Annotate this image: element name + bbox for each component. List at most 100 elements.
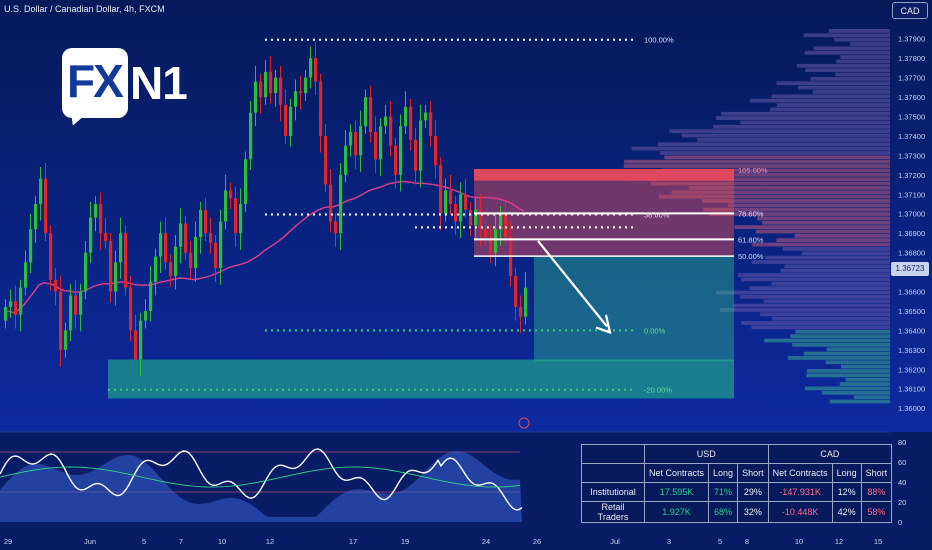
candle-body xyxy=(239,204,243,234)
candle-body xyxy=(379,126,383,160)
candle-body xyxy=(404,106,408,127)
volume-profile-bar xyxy=(625,177,890,182)
table-header-cell: Long xyxy=(831,463,862,483)
x-axis-tick-label: 10 xyxy=(218,537,226,546)
volume-profile-bar xyxy=(757,216,890,221)
candle-body xyxy=(179,223,183,247)
y-axis-tick-label: 1.37700 xyxy=(898,74,925,83)
volume-profile-bar xyxy=(806,373,890,378)
volume-profile-bar xyxy=(805,68,890,73)
candle-body xyxy=(434,135,438,166)
table-cell: 42% xyxy=(831,501,862,523)
candle-body xyxy=(364,97,368,127)
x-axis-tick-label: 26 xyxy=(533,537,541,546)
x-axis-tick-label: 17 xyxy=(349,537,357,546)
volume-profile-bar xyxy=(821,390,890,395)
table-header-cell xyxy=(581,444,645,464)
table-header-cell: Short xyxy=(860,463,893,483)
volume-profile-bar xyxy=(796,63,890,68)
candle-body xyxy=(494,229,498,253)
table-cell: 17.595K xyxy=(643,482,710,502)
y-axis-tick-label: 1.36500 xyxy=(898,307,925,316)
y-axis-tick-label: 1.36000 xyxy=(898,404,925,413)
volume-profile-bar xyxy=(657,142,890,147)
candle-body xyxy=(289,106,293,136)
volume-profile-bar xyxy=(720,308,890,312)
volume-profile-bar xyxy=(806,369,890,373)
volume-profile-bar xyxy=(702,199,890,203)
candle-body xyxy=(514,275,518,308)
candle-body xyxy=(444,190,448,214)
volume-profile-bar xyxy=(751,260,890,264)
volume-profile-bar xyxy=(792,342,890,347)
volume-profile-bar xyxy=(776,103,890,107)
fib-level-label: 100.00% xyxy=(644,36,674,45)
volume-profile-bar xyxy=(826,347,890,352)
x-axis-tick-label: 19 xyxy=(401,537,409,546)
y-axis-tick-label: 1.37300 xyxy=(898,151,925,160)
table-cell: 29% xyxy=(737,482,769,502)
candle-body xyxy=(94,204,98,218)
candle-body xyxy=(24,262,28,288)
volume-profile-bar xyxy=(804,386,890,391)
table-cell: 12% xyxy=(831,482,862,502)
candle-body xyxy=(74,295,78,315)
candle-body xyxy=(274,77,278,94)
candle-body xyxy=(109,240,113,292)
volume-profile-bar xyxy=(662,168,890,173)
volume-profile-bar xyxy=(790,334,890,338)
y-axis-tick-label: 1.37900 xyxy=(898,35,925,44)
candle-body xyxy=(464,194,468,210)
x-axis-tick-label: 7 xyxy=(179,537,183,546)
take-profit-zone xyxy=(534,256,734,362)
y-axis-tick-label: 1.37000 xyxy=(898,210,925,219)
volume-profile-bar xyxy=(654,172,890,177)
volume-profile-bar xyxy=(776,238,890,243)
rsi-area xyxy=(0,450,522,522)
candle-body xyxy=(204,209,208,234)
logo-fx-badge: FX xyxy=(62,48,128,118)
volume-profile-bar xyxy=(825,360,890,365)
fib-level-label: 38.60% xyxy=(644,211,670,220)
fib-level-label: 78.60% xyxy=(738,209,764,218)
volume-profile-bar xyxy=(716,116,890,120)
candle-body xyxy=(164,233,168,263)
volume-profile-bar xyxy=(715,290,890,295)
candle-body xyxy=(79,291,83,315)
fib-level-label: 0.00% xyxy=(644,326,666,335)
volume-profile-bar xyxy=(741,321,890,325)
candle-body xyxy=(144,310,148,321)
down-arrow-shaft xyxy=(537,240,608,328)
volume-profile-bar xyxy=(801,251,890,256)
candle-body xyxy=(519,307,523,317)
currency-button[interactable]: CAD xyxy=(892,2,928,19)
volume-profile-bar xyxy=(771,281,890,286)
current-price-tag: 1.36723 xyxy=(891,262,929,276)
candle-body xyxy=(439,165,443,214)
candle-body xyxy=(89,217,93,253)
candle-body xyxy=(349,132,353,146)
candle-body xyxy=(334,221,338,234)
volume-profile-bar xyxy=(828,29,890,33)
y-axis-tick-label: 1.37500 xyxy=(898,113,925,122)
candle-body xyxy=(299,91,303,94)
volume-profile-bar xyxy=(749,286,890,291)
fib-level-label: -20.00% xyxy=(644,386,672,395)
candle-body xyxy=(64,330,68,350)
y-axis-tick-label: 1.37100 xyxy=(898,190,925,199)
candle-body xyxy=(474,209,478,226)
y-axis-tick-label: 1.37200 xyxy=(898,171,925,180)
volume-profile-bar xyxy=(669,129,890,134)
rsi-axis-tick-label: 40 xyxy=(898,478,906,487)
y-axis-tick-label: 1.36200 xyxy=(898,365,925,374)
volume-profile-bar xyxy=(853,395,890,400)
candle-body xyxy=(49,233,53,280)
candle-body xyxy=(219,221,223,269)
logo-n1-text: N1 xyxy=(130,57,188,109)
candle-body xyxy=(249,112,253,160)
candle-body xyxy=(454,204,458,222)
volume-profile-bar xyxy=(734,225,890,229)
table-header-cell: Net Contracts xyxy=(643,463,710,483)
x-axis-tick-label: Jul xyxy=(610,537,620,546)
fib-level-label: 61.80% xyxy=(738,235,764,244)
